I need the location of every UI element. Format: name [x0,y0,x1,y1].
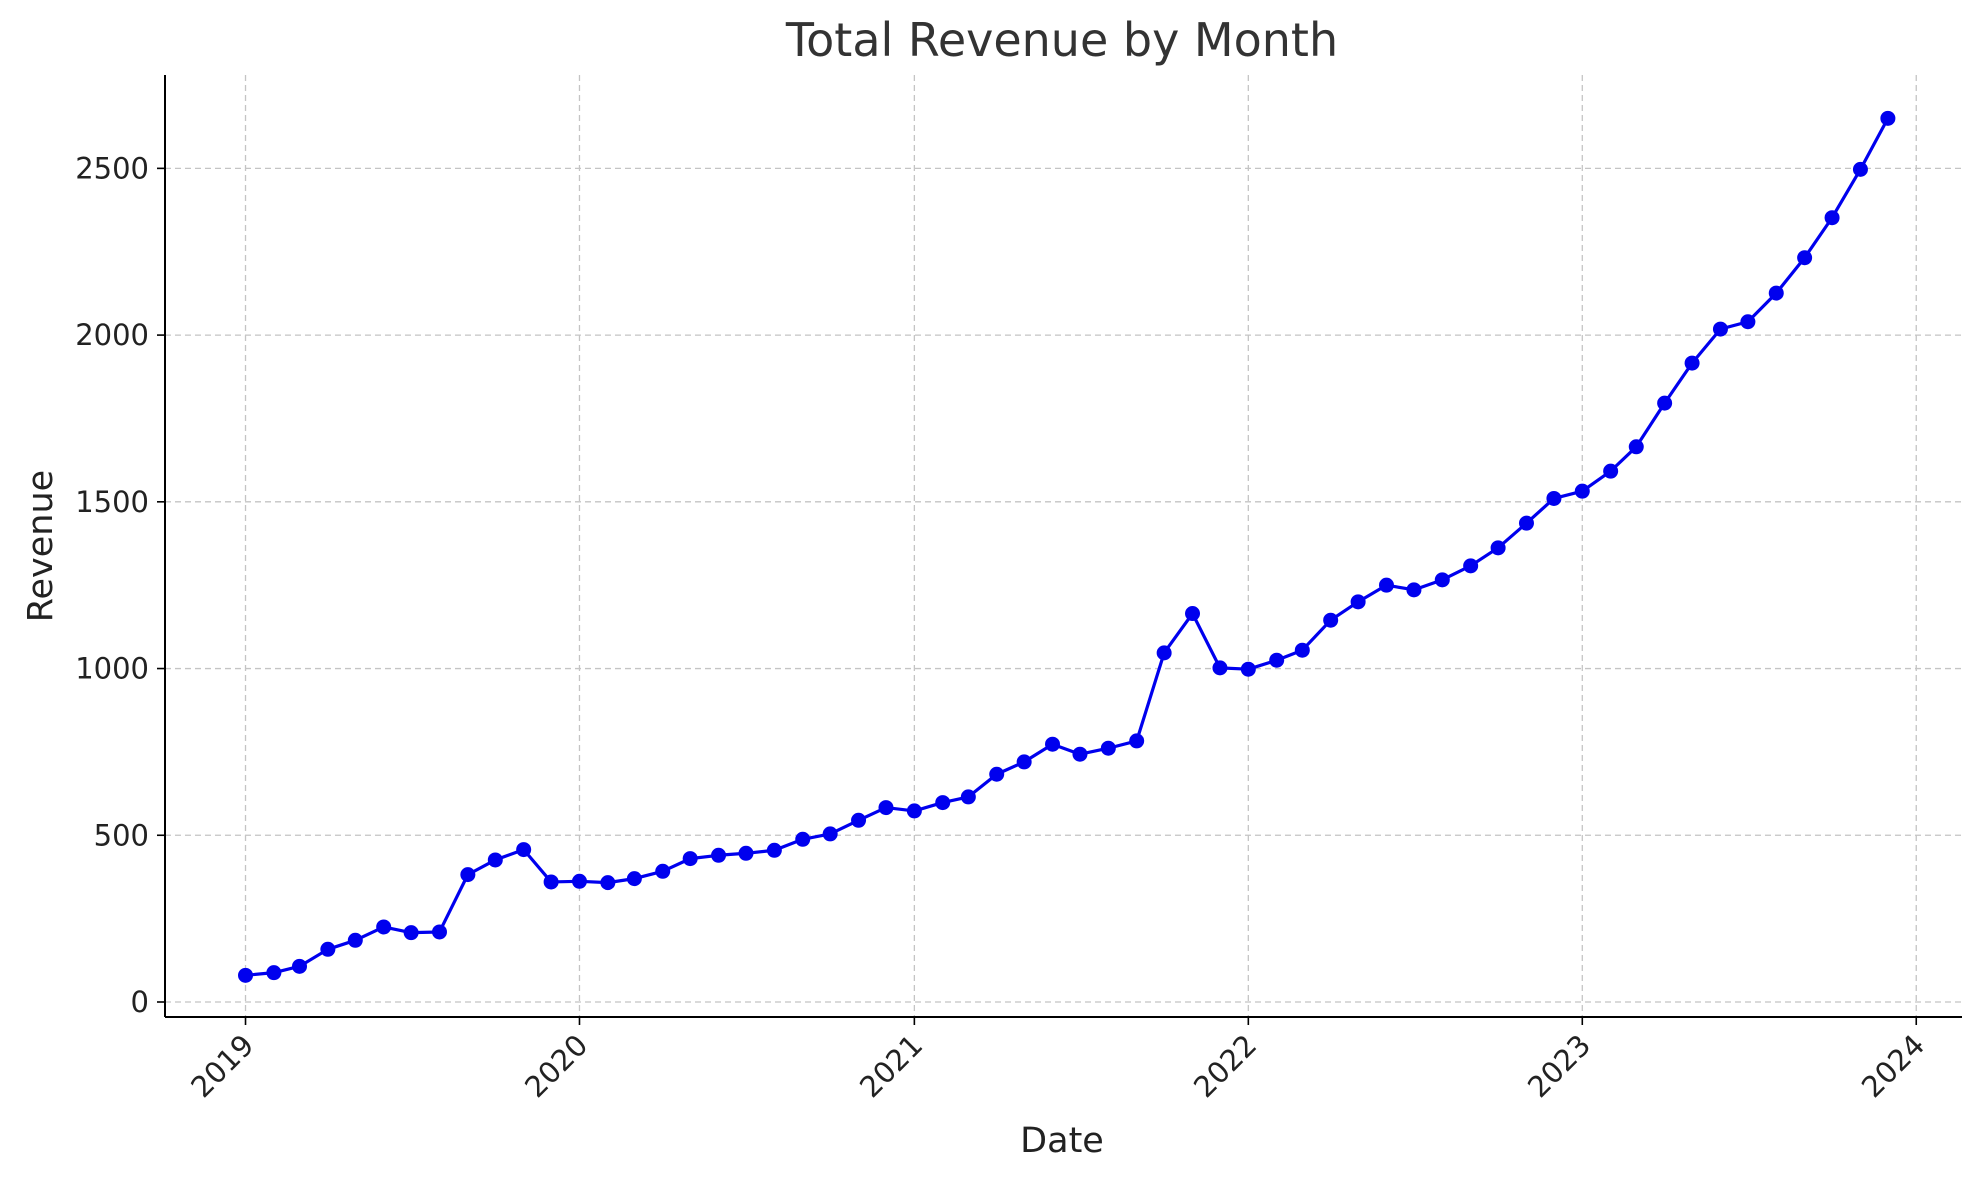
data-point [1072,746,1088,762]
data-point [1240,661,1256,677]
data-point [1852,161,1868,177]
data-point [543,874,559,890]
chart-title: Total Revenue by Month [785,13,1338,67]
x-axis-label: Date [1020,1121,1104,1161]
data-point [1490,540,1506,556]
data-point [1880,110,1896,126]
data-point [1212,660,1228,676]
y-tick-label: 2000 [75,318,149,352]
data-point [1269,652,1285,668]
data-point [906,803,922,819]
data-point [1294,642,1310,658]
data-point [935,795,951,811]
data-point [460,867,476,883]
data-point [626,871,642,887]
data-point [1100,740,1116,756]
data-point [655,863,671,879]
data-point [822,826,838,842]
data-point [1740,314,1756,330]
data-point [711,847,727,863]
y-tick-label: 2500 [75,151,149,185]
data-point [1768,285,1784,301]
data-point [989,766,1005,782]
data-point [1712,321,1728,337]
x-tick-label: 2020 [518,1028,594,1104]
data-point [1406,582,1422,598]
data-point [1378,577,1394,593]
data-point [516,842,532,858]
x-tick-label: 2024 [1855,1028,1931,1104]
x-tick-label: 2023 [1521,1028,1597,1104]
data-point [960,789,976,805]
data-point [1684,355,1700,371]
data-point [1824,210,1840,226]
data-point [1016,754,1032,770]
data-point [600,875,616,891]
data-point [266,965,282,981]
data-point [347,932,363,948]
data-point [1797,250,1813,266]
series-line [245,117,1890,977]
data-point [376,919,392,935]
data-point [571,873,587,889]
grid [165,75,1962,1017]
data-point [238,967,254,983]
axis-ticks: 0 500 1000 1500 2000 2500 2019 2020 2021 2022 2023… [75,151,1931,1104]
y-tick-label: 1500 [75,485,149,519]
data-point [851,812,867,828]
x-tick-label: 2021 [853,1028,929,1104]
data-point [431,924,447,940]
x-tick-label: 2022 [1187,1028,1263,1104]
data-point [1045,736,1061,752]
data-point [1185,606,1201,622]
data-point [320,941,336,957]
data-point [1628,439,1644,455]
data-point [1129,733,1145,749]
data-point [1603,463,1619,479]
data-point [1350,594,1366,610]
data-point [1156,645,1172,661]
data-point [682,851,698,867]
y-axis-label: Revenue [21,470,61,622]
data-point [1518,515,1534,531]
data-point [1463,558,1479,574]
y-tick-label: 500 [94,818,149,852]
data-point [878,800,894,816]
data-point [766,842,782,858]
data-point [795,831,811,847]
y-tick-label: 0 [131,985,149,1019]
data-point [403,925,419,941]
y-tick-label: 1000 [75,652,149,686]
data-point [487,852,503,868]
data-point [292,958,308,974]
data-point [1546,490,1562,506]
data-point [1657,395,1673,411]
data-point [1323,612,1339,628]
data-point [1434,572,1450,588]
plot-area [238,110,1896,983]
data-point [738,845,754,861]
x-tick-label: 2019 [184,1028,260,1104]
data-point [1574,483,1590,499]
